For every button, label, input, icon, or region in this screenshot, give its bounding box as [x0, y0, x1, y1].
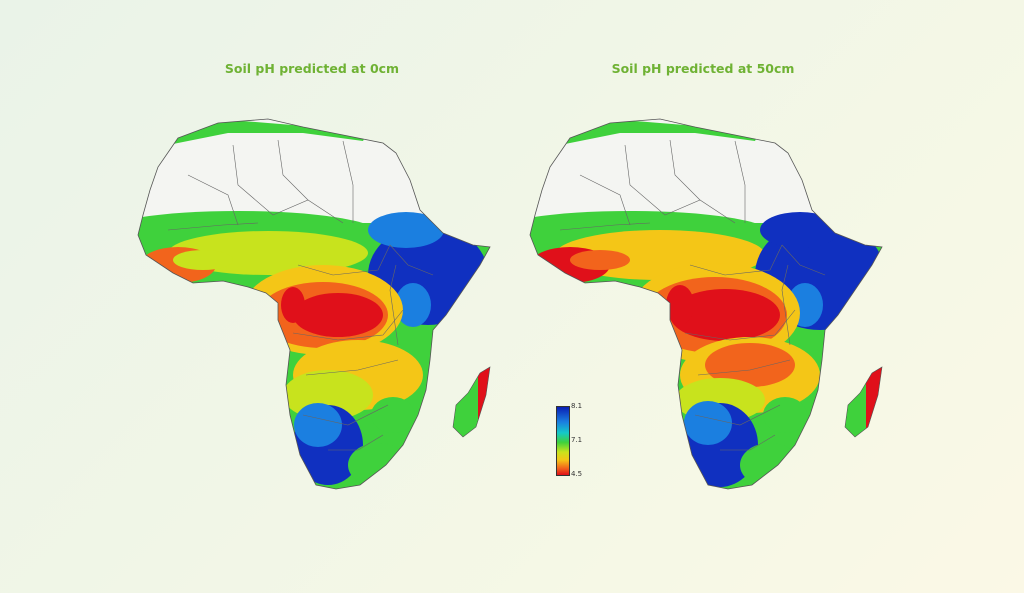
legend-max-label: 8.1: [571, 402, 583, 410]
africa-soil-ph-map-0cm: [137, 118, 491, 490]
map-title-0cm: Soil pH predicted at 0cm: [224, 61, 400, 76]
legend-color-bar: [556, 406, 570, 476]
africa-soil-ph-map-50cm: [529, 118, 883, 490]
legend-min-label: 4.5: [571, 470, 583, 478]
legend-mid-label: 7.1: [571, 436, 583, 444]
ph-color-legend: 8.1 7.1 4.5: [552, 400, 592, 480]
map-title-50cm: Soil pH predicted at 50cm: [611, 61, 795, 76]
